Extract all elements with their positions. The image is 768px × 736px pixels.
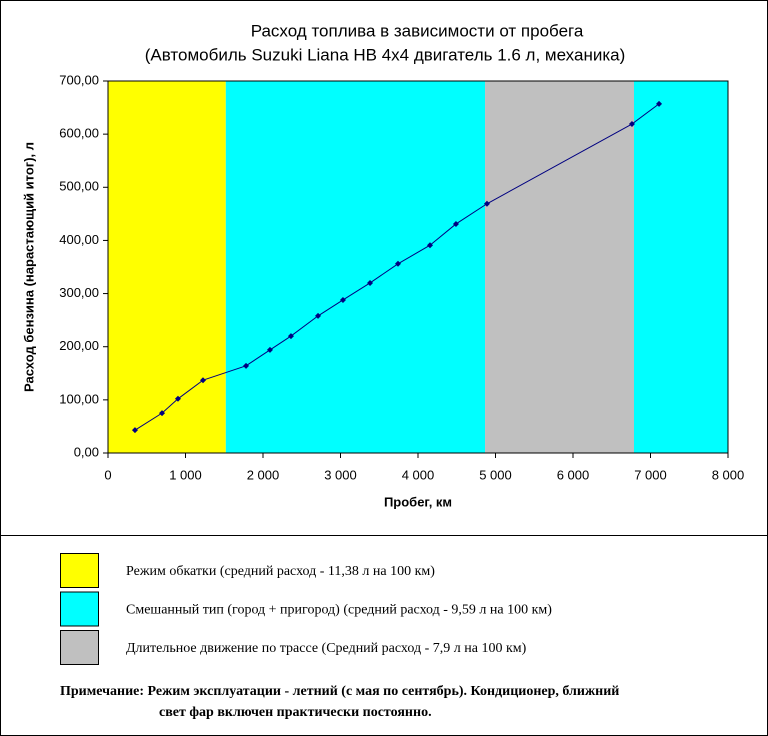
data-point xyxy=(266,346,273,353)
legend-swatch xyxy=(60,630,99,665)
y-tick-label: 600,00 xyxy=(59,126,99,141)
x-axis-label: Пробег, км xyxy=(384,494,452,509)
data-point xyxy=(427,242,434,249)
x-tick-label: 4 000 xyxy=(402,467,435,482)
data-point xyxy=(339,296,346,303)
y-tick-label: 300,00 xyxy=(59,285,99,300)
legend-label: Длительное движение по трассе (Средний р… xyxy=(126,641,527,656)
y-tick-label: 500,00 xyxy=(59,179,99,194)
legend-label: Режим обкатки (средний расход - 11,38 л … xyxy=(126,564,435,579)
region xyxy=(633,81,728,453)
legend-swatch xyxy=(60,553,99,588)
y-tick-label: 100,00 xyxy=(59,391,99,406)
x-tick-label: 0 xyxy=(104,467,111,482)
x-tick-label: 3 000 xyxy=(324,467,357,482)
data-point xyxy=(287,333,294,340)
data-line xyxy=(134,103,660,431)
x-tick-label: 1 000 xyxy=(169,467,202,482)
y-tick-label: 400,00 xyxy=(59,232,99,247)
data-point xyxy=(395,260,402,267)
note: свет фар включен практически постоянно. xyxy=(159,705,432,720)
data-point xyxy=(315,312,322,319)
data-point xyxy=(628,121,635,128)
data-point xyxy=(483,200,490,207)
x-tick-label: 7 000 xyxy=(634,467,667,482)
note: Примечание: Режим эксплуатации - летний … xyxy=(60,684,619,699)
data-point xyxy=(174,395,181,402)
legend-swatch xyxy=(60,591,99,627)
x-tick-label: 6 000 xyxy=(557,467,590,482)
data-point xyxy=(159,410,166,417)
x-tick-label: 5 000 xyxy=(479,467,512,482)
y-tick-label: 700,00 xyxy=(59,72,99,87)
y-tick-label: 200,00 xyxy=(59,338,99,353)
chart-title: Расход топлива в зависимости от пробега xyxy=(251,21,584,40)
data-point xyxy=(656,100,663,107)
data-point xyxy=(367,279,374,286)
y-axis-label: Расход бензина (нарастающий итог), л xyxy=(21,142,36,392)
data-point xyxy=(200,377,207,384)
x-tick-label: 8 000 xyxy=(712,467,745,482)
y-tick-label: 0,00 xyxy=(74,444,99,459)
data-point xyxy=(131,427,138,434)
chart-subtitle: (Автомобиль Suzuki Liana HB 4x4 двигател… xyxy=(145,45,626,64)
region xyxy=(225,81,486,453)
data-point xyxy=(243,362,250,369)
data-point xyxy=(452,220,459,227)
x-tick-label: 2 000 xyxy=(247,467,280,482)
region xyxy=(108,81,226,453)
legend-label: Смешанный тип (город + пригород) (средни… xyxy=(126,603,552,618)
region xyxy=(485,81,634,453)
